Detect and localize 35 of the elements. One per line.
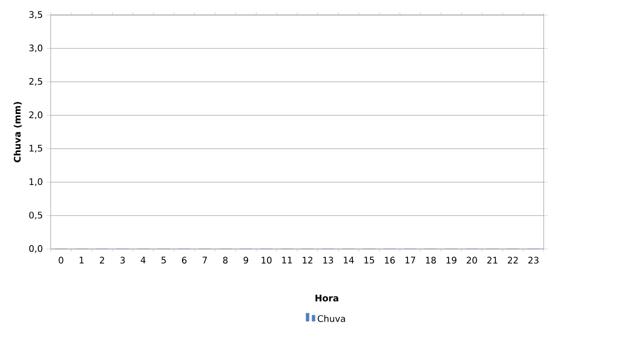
y-tick-label: 0,5	[29, 212, 42, 220]
x-tick-label: 14	[344, 256, 354, 264]
x-tick-label: 3	[120, 256, 125, 264]
x-tick-label: 10	[262, 256, 272, 264]
x-tick-label: 7	[202, 256, 207, 264]
x-tick-label: 19	[446, 256, 456, 264]
x-tick-label: 8	[223, 256, 228, 264]
x-tick-label: 18	[426, 256, 436, 264]
y-tick-label: 2,5	[29, 78, 42, 86]
y-tick-label: 3,0	[29, 44, 42, 52]
x-tick-label: 4	[140, 256, 146, 264]
x-axis-title: Hora	[316, 294, 338, 302]
y-tick-label: 1,5	[30, 144, 42, 153]
x-tick-label: 5	[162, 256, 166, 264]
x-tick-label: 13	[323, 256, 334, 264]
y-axis-title: Chuva (mm)	[14, 102, 22, 162]
x-tick-label: 9	[244, 256, 248, 264]
x-tick-label: 21	[487, 256, 498, 264]
x-tick-label: 22	[508, 256, 518, 264]
x-tick-label: 11	[282, 256, 292, 264]
x-tick-label: 20	[466, 256, 477, 264]
x-tick-label: 15	[364, 256, 374, 264]
y-tick-label: 2,0	[29, 111, 42, 120]
x-tick-label: 12	[302, 256, 312, 264]
x-tick-label: 16	[384, 256, 395, 264]
y-tick-label: 3,5	[29, 11, 42, 19]
x-tick-label: 0	[58, 256, 64, 264]
x-tick-label: 1	[80, 256, 84, 264]
y-tick-label: 0,0	[29, 245, 42, 253]
x-tick-label: 17	[405, 256, 416, 264]
x-tick-label: 23	[528, 256, 538, 264]
x-tick-label: 6	[182, 256, 187, 264]
y-tick-label: 1,0	[30, 178, 42, 186]
x-tick-label: 2	[100, 256, 104, 264]
legend-label: Chuva	[318, 315, 345, 322]
